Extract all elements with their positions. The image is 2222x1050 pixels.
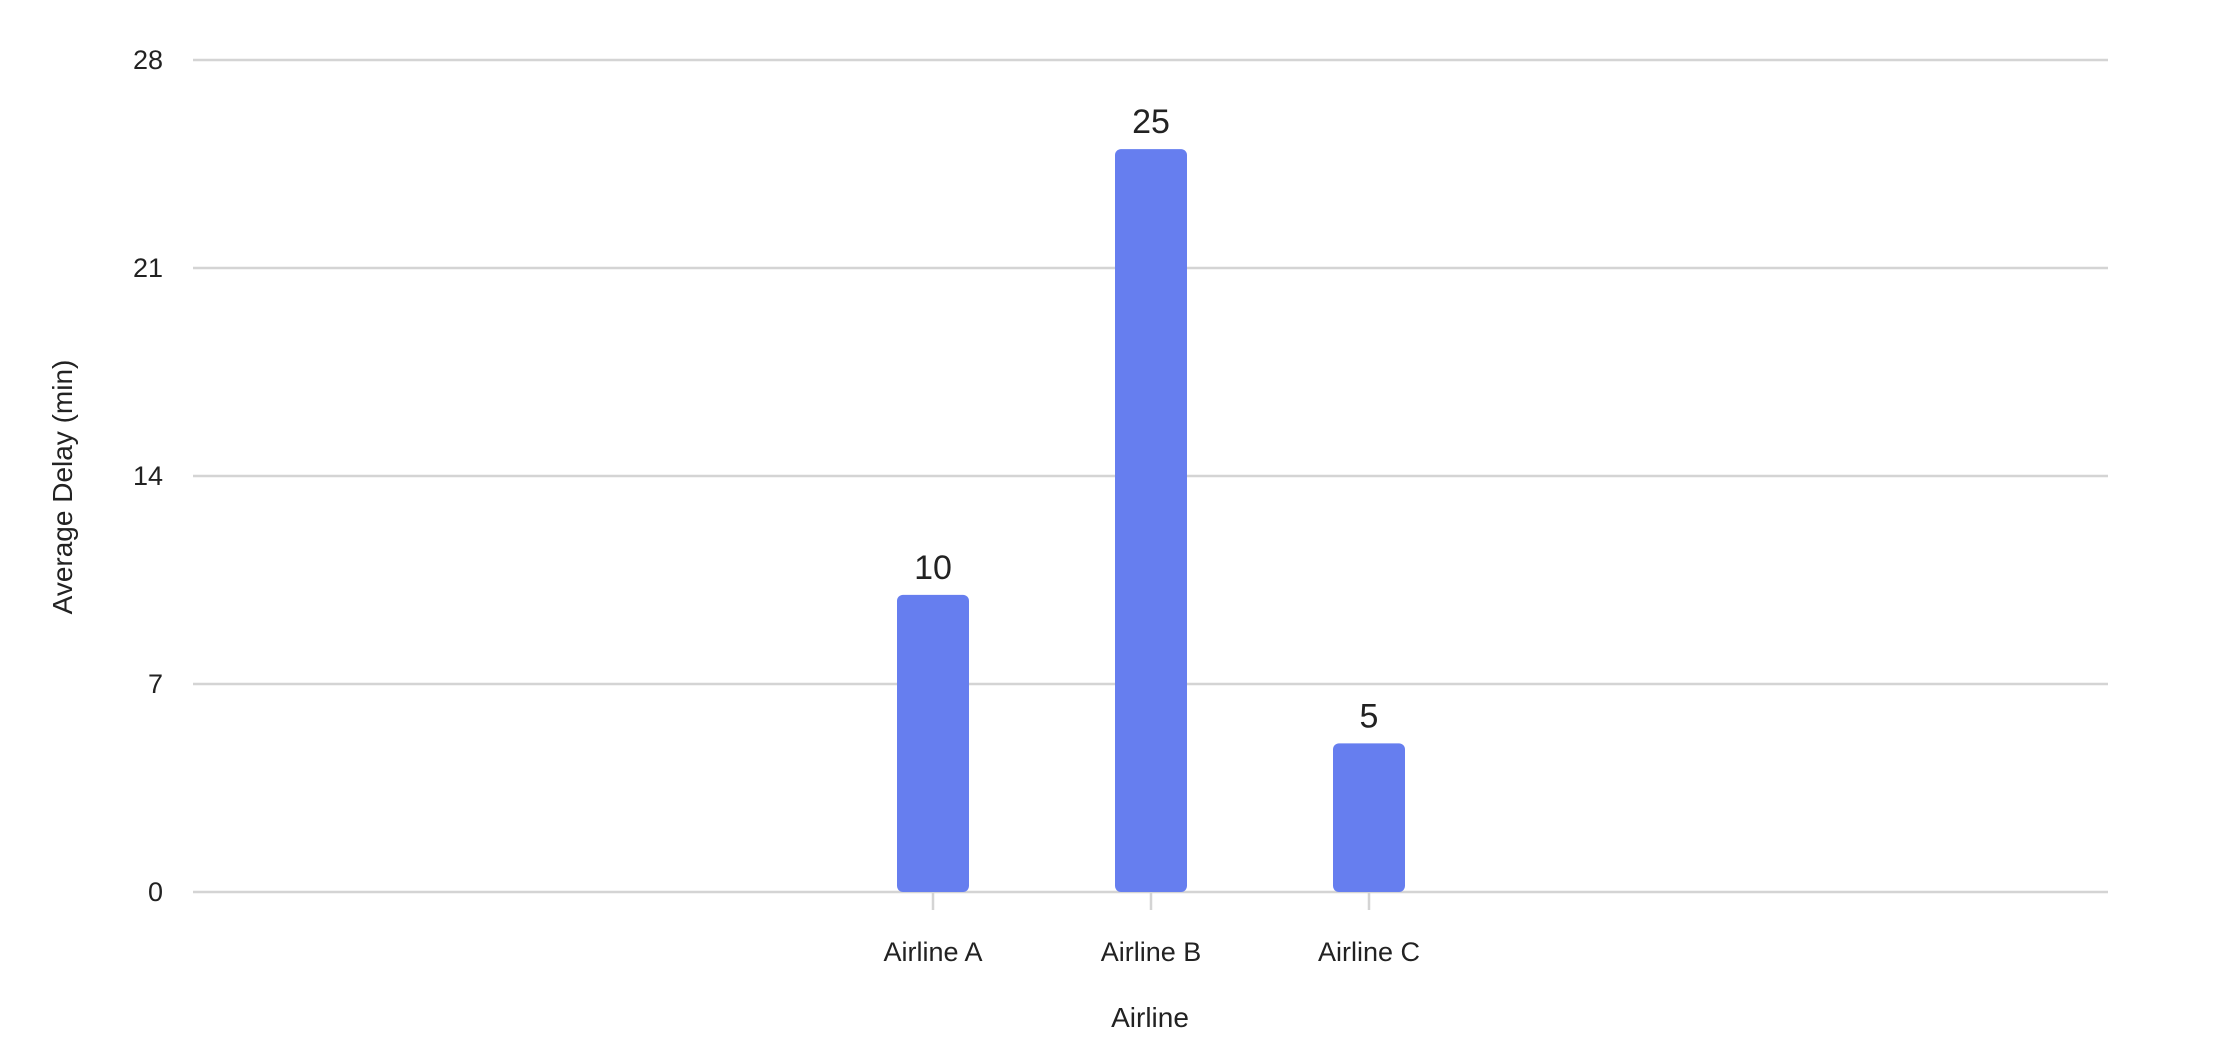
bar [897,594,969,892]
x-axis-ticks: Airline A Airline B Airline C [883,892,1420,967]
bar [1115,149,1187,893]
x-tick-label: Airline C [1318,937,1420,967]
y-tick-label: 21 [133,253,163,283]
bars [897,149,1405,893]
y-tick-label: 7 [148,669,163,699]
data-label: 25 [1132,103,1170,141]
bar [1333,743,1405,892]
y-axis-title: Average Delay (min) [47,360,78,615]
data-label: 5 [1360,697,1379,735]
x-tick-label: Airline B [1101,937,1202,967]
data-label: 10 [914,549,952,587]
x-tick-label: Airline A [883,937,982,967]
y-tick-label: 28 [133,45,163,75]
x-axis-title: Airline [1111,1002,1189,1033]
y-tick-label: 14 [133,461,163,491]
data-labels: 10 25 5 [914,103,1378,735]
y-axis-ticks: 0 7 14 21 28 [133,45,163,907]
y-tick-label: 0 [148,877,163,907]
